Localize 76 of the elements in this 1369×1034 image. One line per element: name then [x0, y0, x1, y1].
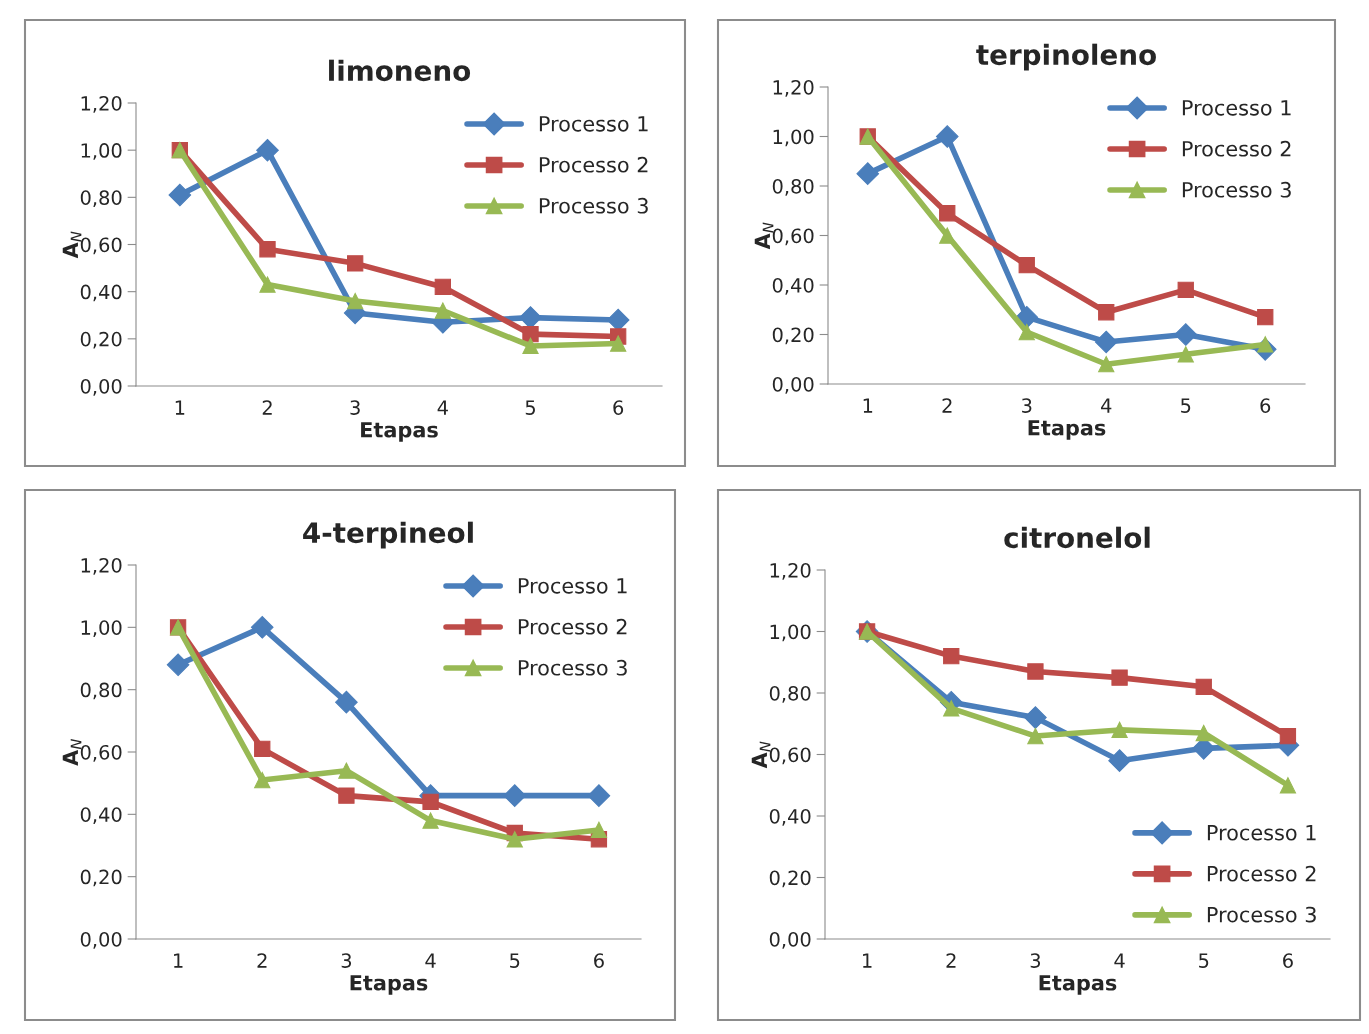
x-tick-label: 3 — [350, 400, 360, 415]
y-tick-label: 0,40 — [769, 808, 811, 826]
y-tick-label: 1,20 — [81, 557, 122, 575]
x-tick-label: 5 — [1199, 953, 1209, 968]
y-tick-label: 0,80 — [80, 190, 122, 207]
y-tick-label: 0,60 — [769, 747, 811, 765]
x-tick-label: 1 — [175, 400, 185, 415]
y-tick-label: 0,20 — [80, 869, 122, 887]
x-tick-label: 4 — [1101, 398, 1112, 413]
legend-label: Processo 2 — [1207, 865, 1316, 882]
x-tick-label: 3 — [1030, 953, 1041, 968]
y-tick-label: 0,20 — [772, 327, 814, 345]
y-tick-label: 0,40 — [80, 284, 122, 302]
x-axis-title: Etapas — [361, 422, 438, 442]
y-tick-label: 1,00 — [770, 624, 811, 642]
x-tick-label: 1 — [863, 953, 872, 968]
x-axis-title: Etapas — [350, 975, 428, 995]
y-tick-label: 1,20 — [770, 562, 811, 580]
x-tick-label: 6 — [613, 400, 624, 415]
y-tick-label: 1,20 — [773, 79, 814, 97]
y-tick-label: 0,20 — [769, 870, 811, 888]
legend-label: Processo 1 — [539, 116, 648, 132]
x-tick-label: 6 — [1283, 953, 1293, 968]
y-tick-label: 0,00 — [769, 931, 811, 949]
y-tick-label: 0,00 — [80, 378, 122, 396]
legend-label: Processo 3 — [1182, 181, 1291, 198]
y-tick-label: 0,40 — [80, 807, 122, 824]
x-tick-label: 4 — [425, 953, 436, 968]
y-tick-label: 1,20 — [81, 95, 122, 113]
y-tick-label: 0,00 — [80, 931, 122, 949]
y-tick-label: 0,60 — [772, 228, 814, 246]
legend-label: Processo 1 — [1182, 100, 1291, 116]
x-tick-label: 4 — [437, 400, 448, 415]
x-tick-label: 4 — [1114, 953, 1125, 968]
y-tick-label: 1,00 — [773, 129, 814, 147]
x-tick-label: 5 — [1181, 398, 1191, 413]
chart-title: 4-terpineol — [303, 521, 473, 549]
chart-title: terpinoleno — [976, 43, 1156, 71]
x-tick-label: 6 — [1260, 398, 1271, 413]
y-tick-label: 0,60 — [80, 744, 122, 762]
x-tick-label: 6 — [594, 953, 604, 968]
legend-label: Processo 3 — [518, 659, 627, 676]
y-tick-label: 0,60 — [80, 237, 122, 255]
x-axis-title: Etapas — [1028, 420, 1106, 440]
legend-label: Processo 2 — [539, 156, 648, 173]
x-tick-label: 2 — [946, 953, 956, 968]
chart-title: citronelol — [1004, 526, 1150, 549]
x-tick-label: 5 — [525, 400, 535, 415]
legend-label: Processo 3 — [1207, 906, 1316, 923]
y-tick-label: 1,00 — [81, 620, 122, 637]
y-tick-label: 1,00 — [81, 143, 122, 160]
x-axis-title: Etapas — [1039, 975, 1117, 995]
y-tick-label: 0,80 — [80, 682, 122, 700]
y-tick-label: 0,00 — [772, 376, 814, 394]
legend-label: Processo 2 — [1182, 140, 1291, 157]
y-tick-label: 0,80 — [769, 685, 811, 703]
legend-label: Processo 1 — [518, 578, 627, 594]
chart-title: limoneno — [329, 59, 471, 82]
legend-label: Processo 2 — [518, 618, 627, 635]
y-axis-title: A$_{N}$ — [751, 741, 771, 769]
y-tick-label: 0,80 — [772, 178, 814, 196]
x-tick-label: 2 — [942, 398, 952, 413]
x-tick-label: 1 — [863, 398, 873, 413]
x-tick-label: 2 — [257, 953, 267, 968]
y-tick-label: 0,40 — [772, 277, 814, 295]
x-tick-label: 3 — [341, 953, 352, 968]
y-axis-title: A$_{N}$ — [754, 222, 774, 250]
x-tick-label: 2 — [262, 400, 272, 415]
legend-label: Processo 1 — [1207, 824, 1316, 841]
x-tick-label: 1 — [174, 953, 183, 968]
x-tick-label: 5 — [510, 953, 520, 968]
y-axis-title: A$_{N}$ — [62, 739, 82, 766]
legend-label: Processo 3 — [539, 197, 648, 214]
y-tick-label: 0,20 — [80, 331, 122, 349]
y-axis-title: A$_{N}$ — [62, 231, 82, 259]
x-tick-label: 3 — [1022, 398, 1032, 413]
